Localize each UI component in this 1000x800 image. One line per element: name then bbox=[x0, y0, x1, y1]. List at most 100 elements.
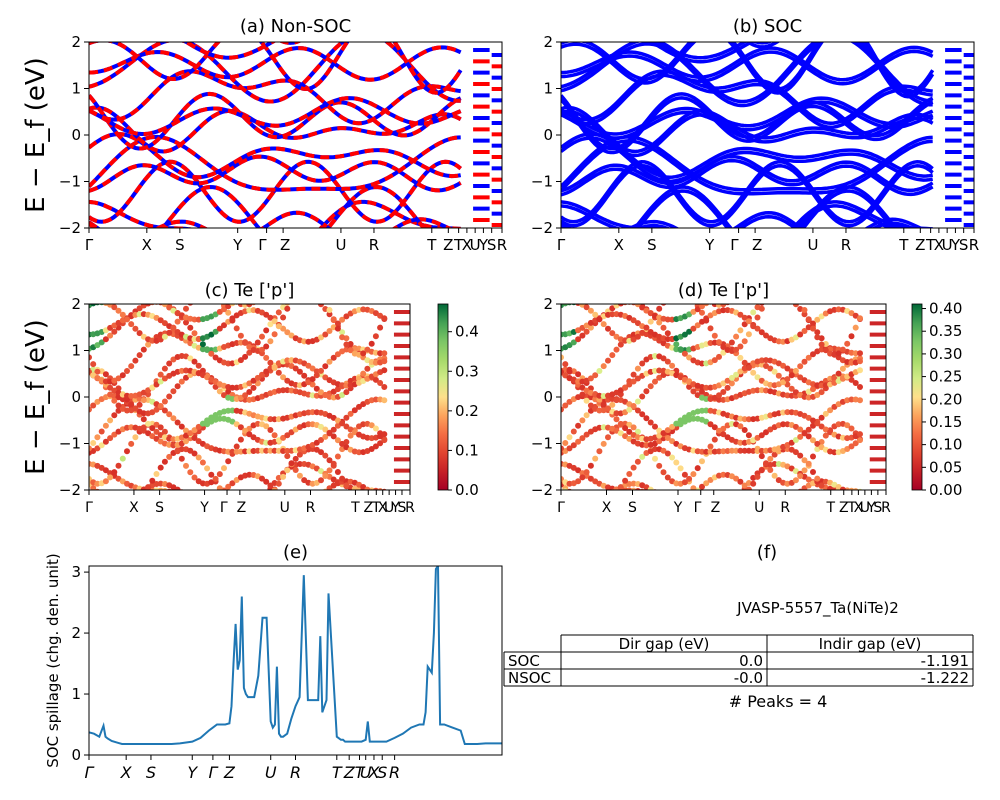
proj-point-c bbox=[255, 270, 261, 276]
e-xtick-label-0: Γ bbox=[85, 763, 95, 782]
proj-point-d bbox=[741, 482, 748, 489]
proj-point-d bbox=[853, 261, 859, 267]
band-soc2-b-6 bbox=[561, 139, 933, 196]
proj-point-d bbox=[643, 324, 650, 331]
proj-point-d bbox=[587, 475, 594, 482]
proj-point-c bbox=[369, 523, 375, 529]
proj-point-d bbox=[823, 519, 829, 525]
proj-point-d bbox=[579, 283, 585, 289]
proj-point-d bbox=[857, 315, 863, 322]
proj-point-c bbox=[145, 256, 151, 262]
proj-point-c bbox=[275, 480, 282, 487]
proj-point-d bbox=[600, 363, 607, 370]
kpoint-label-a-5: Z bbox=[280, 236, 290, 254]
proj-point-c bbox=[229, 396, 236, 402]
kpoint-label-a-3: Y bbox=[232, 236, 243, 254]
proj-point-c bbox=[111, 431, 118, 438]
proj-point-d bbox=[635, 244, 641, 250]
proj-point-c bbox=[297, 260, 303, 266]
proj-point-c bbox=[119, 311, 126, 318]
band-nonsoc-a-12 bbox=[89, 42, 461, 104]
proj-point-c bbox=[251, 511, 257, 517]
panel-e-title: (e) bbox=[283, 542, 308, 563]
band-soc-b-2 bbox=[561, 210, 925, 228]
proj-point-c bbox=[103, 495, 109, 501]
proj-point-d bbox=[592, 277, 598, 283]
proj-point-d bbox=[694, 465, 701, 472]
proj-point-d bbox=[729, 270, 735, 276]
proj-point-d bbox=[584, 498, 590, 504]
proj-point-d bbox=[831, 270, 837, 276]
proj-point-c bbox=[89, 354, 92, 361]
proj-point-c bbox=[263, 423, 270, 430]
proj-point-c bbox=[94, 281, 100, 287]
proj-point-c bbox=[229, 226, 235, 232]
proj-point-c bbox=[229, 317, 236, 324]
proj-point-c bbox=[373, 285, 379, 291]
proj-point-d bbox=[806, 265, 812, 271]
proj-point-c bbox=[141, 279, 147, 285]
table-row-label-0: SOC bbox=[508, 652, 540, 670]
proj-point-c bbox=[267, 338, 274, 345]
proj-point-c bbox=[372, 487, 379, 490]
proj-point-c bbox=[213, 493, 219, 499]
proj-point-d bbox=[566, 434, 573, 441]
proj-point-d bbox=[682, 252, 688, 258]
proj-point-d bbox=[819, 519, 825, 525]
proj-point-d bbox=[741, 338, 748, 345]
proj-point-d bbox=[797, 263, 803, 269]
proj-point-d bbox=[695, 248, 701, 254]
proj-point-d bbox=[737, 447, 744, 454]
proj-point-c bbox=[149, 283, 155, 289]
proj-point-c bbox=[381, 249, 387, 255]
proj-point-d bbox=[716, 234, 722, 240]
proj-point-d bbox=[844, 263, 850, 269]
proj-point-d bbox=[596, 281, 602, 287]
proj-point-d bbox=[588, 277, 594, 283]
proj-point-c bbox=[199, 420, 206, 427]
colorbar-label-d-5: 0.25 bbox=[929, 368, 962, 386]
proj-point-d bbox=[750, 535, 756, 541]
proj-point-c bbox=[348, 274, 354, 280]
proj-point-c bbox=[330, 433, 337, 440]
proj-point-d bbox=[609, 253, 615, 259]
proj-point-d bbox=[728, 447, 735, 454]
band-soc-b-9 bbox=[561, 92, 934, 151]
kpoint-label-a-1: X bbox=[142, 236, 152, 254]
proj-point-c bbox=[115, 462, 122, 469]
proj-point-d bbox=[605, 325, 611, 332]
proj-point-d bbox=[763, 264, 769, 270]
proj-point-c bbox=[166, 284, 172, 290]
proj-point-c bbox=[334, 453, 341, 460]
proj-point-d bbox=[703, 503, 709, 509]
e-xtick-label-4: Γ bbox=[208, 763, 218, 782]
proj-point-d bbox=[588, 505, 594, 511]
proj-point-c bbox=[372, 376, 379, 383]
proj-point-d bbox=[750, 369, 757, 376]
proj-point-c bbox=[276, 535, 282, 541]
proj-point-d bbox=[818, 482, 825, 489]
kpoint-label-b-14: S bbox=[959, 236, 969, 254]
proj-point-c bbox=[115, 402, 122, 409]
proj-point-c bbox=[318, 304, 324, 308]
proj-point-d bbox=[707, 421, 714, 428]
proj-point-c bbox=[292, 467, 299, 473]
proj-point-c bbox=[107, 283, 113, 289]
proj-point-d bbox=[583, 469, 590, 476]
proj-point-c bbox=[225, 458, 232, 465]
proj-point-c bbox=[225, 247, 231, 253]
proj-point-c bbox=[128, 401, 135, 408]
proj-point-d bbox=[652, 501, 658, 507]
proj-point-d bbox=[797, 452, 804, 459]
proj-point-d bbox=[571, 279, 577, 285]
proj-point-d bbox=[652, 493, 658, 499]
proj-point-d bbox=[592, 511, 598, 517]
proj-point-c bbox=[339, 269, 345, 275]
proj-point-d bbox=[848, 425, 855, 432]
proj-point-d bbox=[780, 261, 786, 267]
proj-point-c bbox=[271, 432, 278, 439]
proj-point-d bbox=[588, 283, 594, 289]
proj-point-c bbox=[275, 309, 282, 316]
proj-point-c bbox=[216, 471, 223, 478]
proj-point-d bbox=[639, 329, 646, 336]
